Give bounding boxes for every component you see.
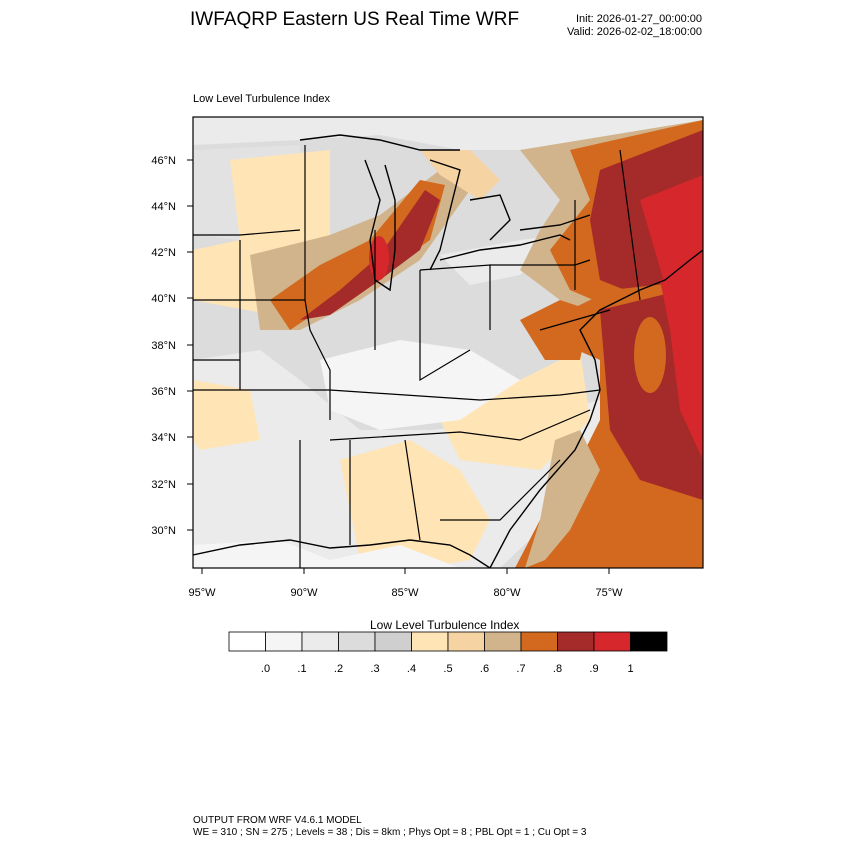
colorbar-label: .9	[589, 663, 599, 675]
mid-atlantic-orange	[520, 300, 590, 360]
lat-tick-label: 40°N	[151, 293, 176, 305]
colorbar-title: Low Level Turbulence Index	[370, 618, 520, 632]
new-england-bright	[640, 175, 703, 290]
footer-line-model: OUTPUT FROM WRF V4.6.1 MODEL	[193, 815, 362, 826]
lon-tick-marks	[201, 568, 610, 574]
lon-tick-label: 80°W	[493, 587, 521, 599]
colorbar-swatch	[557, 631, 595, 652]
map-field	[193, 117, 703, 568]
lakes-band-red	[300, 190, 440, 320]
colorbar-label: 1	[627, 663, 634, 675]
plot-label: Low Level Turbulence Index	[193, 93, 330, 105]
texas-tan	[193, 380, 260, 450]
lon-tick-label: 95°W	[188, 587, 216, 599]
valid-time: Valid: 2026-02-02_18:00:00	[567, 26, 702, 38]
carolinas-tan	[430, 350, 590, 470]
colorbar-swatch	[447, 631, 485, 652]
lat-tick-marks	[187, 159, 193, 531]
colorbar-swatch	[301, 631, 339, 652]
colorbar-swatch	[411, 631, 449, 652]
lat-tick-labels: 46°N 44°N 42°N 40°N 38°N 36°N 34°N 32°N …	[151, 155, 176, 537]
init-time: Init: 2026-01-27_00:00:00	[576, 13, 702, 25]
colorbar-label: .2	[333, 663, 344, 675]
coastlines	[193, 134, 703, 568]
lon-tick-label: 85°W	[391, 587, 419, 599]
colorbar-swatch	[338, 631, 376, 652]
colorbar-label: .7	[516, 663, 526, 675]
map-frame	[192, 116, 704, 569]
colorbar	[228, 631, 668, 652]
colorbar-label: .4	[406, 663, 417, 675]
colorbar-swatch	[265, 631, 303, 652]
lat-tick-label: 36°N	[151, 386, 176, 398]
atlantic-bright-red	[660, 270, 703, 460]
offshore-orange-patch	[634, 317, 666, 393]
lat-tick-label: 38°N	[151, 340, 176, 352]
state-borders	[193, 145, 641, 568]
appalachia-light	[320, 340, 520, 430]
lakes-band-orange	[270, 180, 445, 330]
lat-tick-label: 46°N	[151, 155, 176, 167]
lat-tick-label: 32°N	[151, 479, 176, 491]
colorbar-label: .1	[297, 663, 307, 675]
gulf-light	[193, 540, 460, 568]
lat-tick-label: 42°N	[151, 247, 176, 259]
footer-line-config: WE = 310 ; SN = 275 ; Levels = 38 ; Dis …	[193, 827, 587, 838]
colorbar-swatch	[228, 631, 266, 652]
lat-tick-label: 30°N	[151, 525, 176, 537]
lon-tick-label: 90°W	[290, 587, 318, 599]
colorbar-swatch	[593, 631, 631, 652]
colorbar-swatch	[630, 631, 668, 652]
upper-peninsula-tan	[420, 150, 500, 200]
main-title: IWFAQRP Eastern US Real Time WRF	[190, 9, 520, 30]
colorbar-swatch	[520, 631, 558, 652]
coastal-tan	[525, 430, 600, 568]
lon-tick-labels: 95°W 90°W 85°W 80°W 75°W	[188, 587, 623, 599]
colorbar-swatch	[484, 631, 522, 652]
lake-erie-area	[440, 235, 560, 285]
colorbar-label: .8	[552, 663, 563, 675]
colorbar-label: .6	[479, 663, 490, 675]
colorbar-swatch	[374, 631, 412, 652]
lat-tick-label: 44°N	[151, 201, 176, 213]
lat-tick-label: 34°N	[151, 432, 176, 444]
colorbar-label: .0	[260, 663, 271, 675]
model-footer: OUTPUT FROM WRF V4.6.1 MODEL WE = 310 ; …	[193, 815, 586, 839]
colorbar-label: .5	[443, 663, 453, 675]
colorbar-label: .3	[370, 663, 380, 675]
run-info: Init: 2026-01-27_00:00:00 Valid: 2026-02…	[567, 13, 702, 39]
lon-tick-label: 75°W	[595, 587, 623, 599]
